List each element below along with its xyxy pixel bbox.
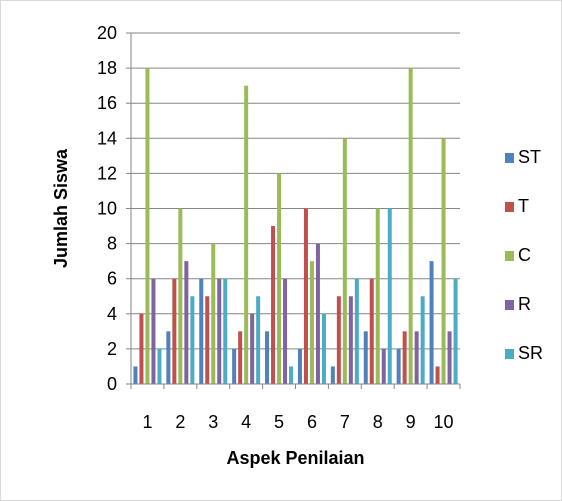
y-tick-label: 14: [97, 128, 117, 148]
bar-c-6: [309, 261, 314, 384]
bar-sr-6: [321, 313, 326, 384]
bar-r-10: [447, 331, 452, 384]
bar-sr-2: [190, 296, 195, 384]
y-tick-label: 18: [97, 58, 117, 78]
y-tick-label: 4: [107, 304, 117, 324]
bar-st-10: [429, 261, 434, 384]
legend-label-t: T: [518, 196, 529, 216]
legend-swatch-t: [505, 202, 514, 212]
legend-label-c: C: [518, 245, 531, 265]
y-tick-label: 20: [97, 23, 117, 43]
bar-t-7: [336, 296, 341, 384]
bar-sr-9: [420, 296, 425, 384]
bar-st-5: [265, 331, 270, 384]
legend-swatch-sr: [505, 349, 514, 359]
bar-r-1: [151, 278, 156, 384]
bar-c-2: [178, 208, 183, 384]
bar-st-4: [232, 348, 237, 384]
x-tick-label: 1: [142, 412, 152, 432]
bar-c-8: [375, 208, 380, 384]
bar-sr-7: [354, 278, 359, 384]
bar-r-2: [184, 261, 189, 384]
x-tick-label: 4: [241, 412, 251, 432]
bar-r-8: [381, 348, 386, 384]
x-tick-label: 5: [274, 412, 284, 432]
bar-c-9: [408, 68, 413, 384]
bar-c-3: [211, 243, 216, 384]
y-tick-labels: 0 2 4 6 8 10 12 14 16 18 20: [97, 23, 117, 394]
legend-label-st: ST: [518, 147, 541, 167]
bar-st-3: [199, 278, 204, 384]
bar-sr-8: [387, 208, 392, 384]
bar-sr-4: [256, 296, 261, 384]
legend: ST T C R SR: [505, 147, 543, 363]
legend-label-sr: SR: [518, 343, 543, 363]
bar-t-6: [303, 208, 308, 384]
bar-r-6: [315, 243, 320, 384]
y-tick-label: 12: [97, 163, 117, 183]
y-tick-label: 16: [97, 93, 117, 113]
bar-r-3: [217, 278, 222, 384]
bar-r-7: [348, 296, 353, 384]
x-tick-label: 7: [340, 412, 350, 432]
bar-t-2: [172, 278, 177, 384]
x-tick-labels: 1 2 3 4 5 6 7 8 9 10: [142, 412, 453, 432]
bar-r-9: [414, 331, 419, 384]
bar-sr-5: [289, 366, 294, 384]
x-tick-label: 3: [208, 412, 218, 432]
bar-t-4: [238, 331, 243, 384]
y-tick-label: 10: [97, 199, 117, 219]
bar-t-8: [369, 278, 374, 384]
bar-r-4: [250, 313, 255, 384]
legend-swatch-st: [505, 153, 514, 163]
bar-st-9: [396, 348, 401, 384]
bar-t-3: [205, 296, 210, 384]
bar-st-6: [297, 348, 302, 384]
legend-label-r: R: [518, 294, 531, 314]
x-axis-title: Aspek Penilaian: [226, 448, 364, 468]
bar-t-1: [139, 313, 144, 384]
legend-swatch-r: [505, 300, 514, 310]
x-tick-label: 6: [307, 412, 317, 432]
bar-st-7: [330, 366, 335, 384]
bar-t-9: [402, 331, 407, 384]
x-tick-label: 2: [175, 412, 185, 432]
bar-t-5: [271, 226, 276, 384]
y-axis-title: Jumlah Siswa: [51, 148, 71, 268]
axes: [126, 32, 461, 389]
bar-c-10: [441, 138, 446, 384]
bar-st-2: [166, 331, 171, 384]
bar-t-10: [435, 366, 440, 384]
bar-st-1: [133, 366, 138, 384]
bar-sr-3: [223, 278, 228, 384]
x-tick-label: 9: [406, 412, 416, 432]
bar-c-4: [244, 85, 249, 385]
bar-st-8: [363, 331, 368, 384]
x-tick-label: 8: [373, 412, 383, 432]
y-tick-label: 8: [107, 234, 117, 254]
bar-sr-1: [157, 348, 162, 384]
y-tick-label: 0: [107, 374, 117, 394]
legend-swatch-c: [505, 251, 514, 261]
bar-c-7: [342, 138, 347, 384]
x-tick-label: 10: [434, 412, 454, 432]
bar-r-5: [283, 278, 288, 384]
y-tick-label: 2: [107, 339, 117, 359]
bar-c-5: [277, 173, 282, 384]
bar-c-1: [145, 68, 150, 384]
y-tick-label: 6: [107, 269, 117, 289]
bar-sr-10: [453, 278, 458, 384]
bars: [133, 68, 458, 385]
